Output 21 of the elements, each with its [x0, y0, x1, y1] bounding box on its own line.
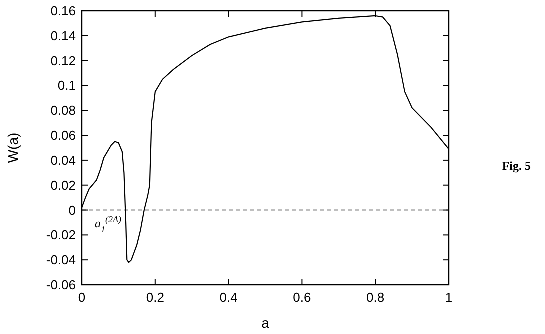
y-tick-label: 0.12 [50, 53, 76, 68]
y-tick-label: -0.02 [46, 228, 76, 243]
y-tick-label: -0.04 [46, 252, 76, 268]
caption: Fig. 5 [502, 159, 531, 173]
x-tick-label: 0.2 [146, 290, 164, 305]
y-tick-label: 0.06 [50, 128, 76, 144]
y-tick-label: 0.16 [50, 4, 76, 18]
x-tick-label: 0 [78, 290, 86, 305]
y-tick-label: 0.08 [50, 103, 76, 118]
x-axis-title: a [262, 315, 270, 331]
y-tick-label: -0.06 [46, 278, 76, 292]
y-tick-label: 0.1 [58, 78, 76, 94]
x-tick-label: 1 [445, 290, 453, 305]
y-tick-label: 0.04 [50, 152, 76, 168]
x-tick-label: 0.8 [366, 290, 385, 305]
y-tick-label: 0.14 [50, 28, 76, 44]
y-axis-title: W(a) [5, 132, 21, 164]
x-tick-label: 0.4 [220, 290, 238, 305]
y-tick-label: 0 [68, 202, 76, 218]
y-tick-label: 0.02 [50, 178, 76, 193]
x-tick-label: 0.6 [293, 290, 312, 305]
